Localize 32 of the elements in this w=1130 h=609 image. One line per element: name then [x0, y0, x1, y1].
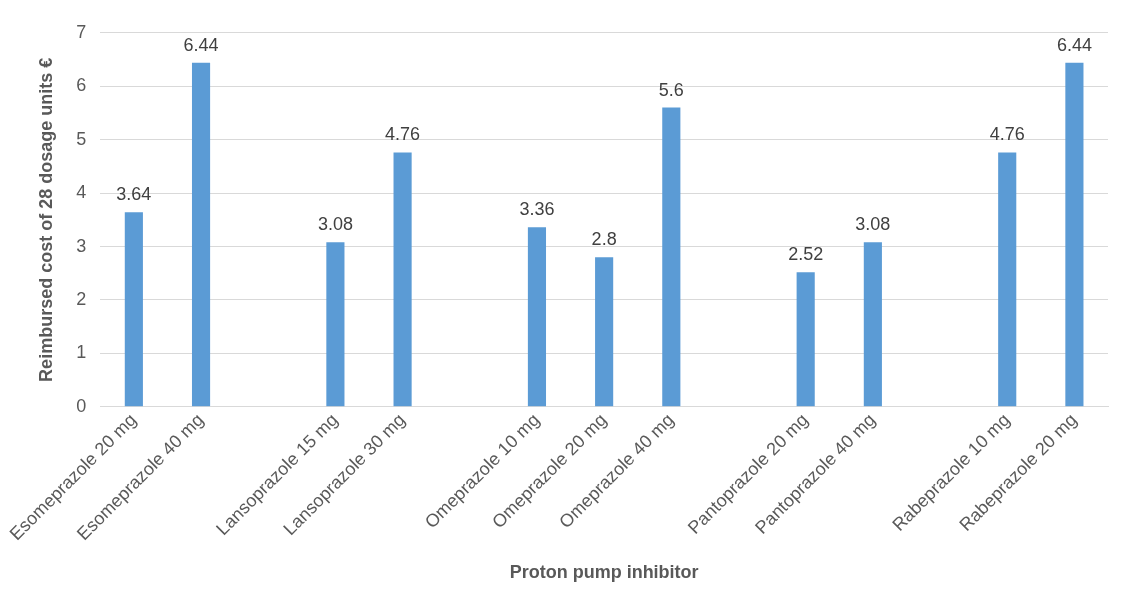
bar — [191, 62, 211, 407]
bar — [796, 272, 815, 407]
y-tick-label: 2 — [76, 288, 87, 309]
y-axis-title: Reimbursed cost of 28 dosage units € — [36, 57, 57, 382]
y-tick-label: 5 — [76, 128, 87, 149]
bar — [1065, 62, 1084, 407]
bar — [527, 227, 547, 407]
x-axis-title: Proton pump inhibitor — [509, 562, 699, 583]
data-label: 2.8 — [591, 229, 617, 250]
y-tick-label: 3 — [76, 235, 87, 256]
bar — [393, 152, 412, 407]
bar — [326, 242, 345, 407]
bar — [998, 152, 1017, 407]
bar — [124, 212, 143, 407]
y-tick-label: 7 — [76, 21, 87, 42]
y-tick-label: 0 — [76, 395, 87, 416]
data-label: 5.6 — [658, 79, 684, 100]
data-label: 2.52 — [788, 244, 824, 265]
y-tick-label: 4 — [76, 182, 87, 203]
bar — [595, 257, 614, 407]
data-label: 3.36 — [519, 199, 555, 220]
y-tick-label: 1 — [76, 342, 87, 363]
data-label: 4.76 — [385, 124, 421, 145]
y-tick-label: 6 — [76, 75, 87, 96]
bar — [863, 242, 882, 407]
data-label: 4.76 — [989, 124, 1025, 145]
data-label: 3.08 — [317, 214, 353, 235]
data-label: 3.64 — [116, 184, 152, 205]
data-label: 3.08 — [855, 214, 891, 235]
data-label: 6.44 — [183, 34, 219, 55]
data-label: 6.44 — [1056, 34, 1092, 55]
bar — [662, 107, 681, 407]
